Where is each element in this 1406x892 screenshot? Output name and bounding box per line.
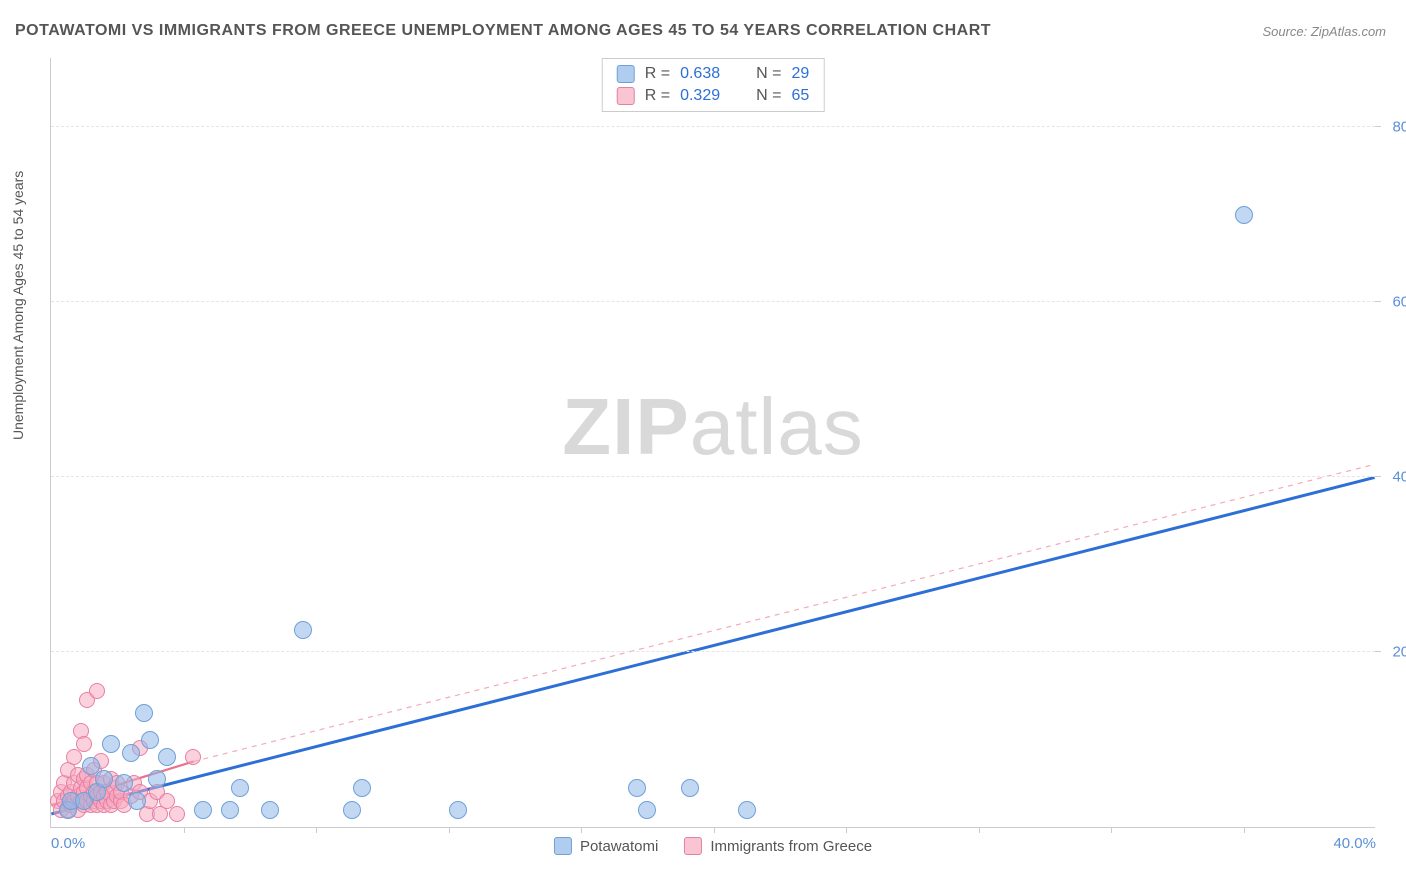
- scatter-point: [681, 779, 699, 797]
- scatter-point: [102, 735, 120, 753]
- legend-swatch: [617, 87, 635, 105]
- scatter-point: [122, 744, 140, 762]
- axis-tick: [1375, 301, 1381, 302]
- scatter-point: [76, 736, 92, 752]
- stat-r-value: 0.329: [680, 87, 720, 105]
- scatter-point: [628, 779, 646, 797]
- y-tick-label: 80.0%: [1392, 119, 1406, 136]
- legend-swatch: [684, 837, 702, 855]
- x-tick-label: 40.0%: [1333, 835, 1376, 852]
- axis-tick: [714, 827, 715, 833]
- stat-r-label: R =: [645, 87, 670, 105]
- scatter-point: [169, 806, 185, 822]
- axis-tick: [846, 827, 847, 833]
- y-tick-label: 60.0%: [1392, 294, 1406, 311]
- legend-label: Potawatomi: [580, 838, 658, 855]
- plot-area: ZIPatlas R =0.638N =29R =0.329N =65 Pota…: [50, 58, 1375, 828]
- trend-line: [51, 477, 1374, 813]
- y-tick-label: 40.0%: [1392, 469, 1406, 486]
- scatter-point: [185, 749, 201, 765]
- legend-swatch: [617, 65, 635, 83]
- watermark-rest: atlas: [690, 382, 864, 471]
- gridline-horizontal: [51, 651, 1375, 652]
- scatter-point: [89, 683, 105, 699]
- gridline-horizontal: [51, 126, 1375, 127]
- stat-n-value: 65: [791, 87, 809, 105]
- stat-r-label: R =: [645, 65, 670, 83]
- gridline-horizontal: [51, 301, 1375, 302]
- legend-item: Immigrants from Greece: [684, 837, 872, 855]
- axis-tick: [316, 827, 317, 833]
- scatter-point: [343, 801, 361, 819]
- axis-tick: [1111, 827, 1112, 833]
- gridline-horizontal: [51, 476, 1375, 477]
- stat-n-label: N =: [756, 65, 781, 83]
- scatter-point: [449, 801, 467, 819]
- scatter-point: [158, 748, 176, 766]
- legend-stats: R = 0.638 N = 29 R = 0.329 N = 65: [602, 58, 825, 112]
- source-attribution: Source: ZipAtlas.com: [1262, 24, 1386, 39]
- axis-tick: [449, 827, 450, 833]
- y-axis-title: Unemployment Among Ages 45 to 54 years: [10, 171, 26, 440]
- axis-tick: [979, 827, 980, 833]
- stat-n-value: 29: [791, 65, 809, 83]
- scatter-point: [1235, 206, 1253, 224]
- scatter-point: [194, 801, 212, 819]
- scatter-point: [261, 801, 279, 819]
- scatter-point: [638, 801, 656, 819]
- axis-tick: [1375, 651, 1381, 652]
- legend-stat-row: R = 0.329 N = 65: [617, 85, 810, 107]
- trend-line: [194, 464, 1375, 761]
- watermark: ZIPatlas: [562, 381, 863, 473]
- stat-n-label: N =: [756, 87, 781, 105]
- axis-tick: [1375, 476, 1381, 477]
- axis-tick: [581, 827, 582, 833]
- stat-r-value: 0.638: [680, 65, 720, 83]
- legend-series: Potawatomi Immigrants from Greece: [554, 837, 872, 855]
- y-tick-label: 20.0%: [1392, 644, 1406, 661]
- scatter-point: [141, 731, 159, 749]
- watermark-bold: ZIP: [562, 382, 689, 471]
- scatter-point: [148, 770, 166, 788]
- scatter-point: [231, 779, 249, 797]
- axis-tick: [184, 827, 185, 833]
- legend-swatch: [554, 837, 572, 855]
- scatter-point: [115, 774, 133, 792]
- trend-lines-layer: [51, 58, 1375, 827]
- scatter-point: [294, 621, 312, 639]
- scatter-point: [221, 801, 239, 819]
- scatter-point: [135, 704, 153, 722]
- legend-item: Potawatomi: [554, 837, 658, 855]
- x-tick-label: 0.0%: [51, 835, 85, 852]
- axis-tick: [1375, 126, 1381, 127]
- legend-stat-row: R = 0.638 N = 29: [617, 63, 810, 85]
- legend-label: Immigrants from Greece: [710, 838, 872, 855]
- axis-tick: [1244, 827, 1245, 833]
- chart-title: POTAWATOMI VS IMMIGRANTS FROM GREECE UNE…: [15, 22, 991, 40]
- scatter-point: [353, 779, 371, 797]
- scatter-point: [128, 792, 146, 810]
- scatter-point: [738, 801, 756, 819]
- scatter-point: [66, 749, 82, 765]
- scatter-point: [95, 770, 113, 788]
